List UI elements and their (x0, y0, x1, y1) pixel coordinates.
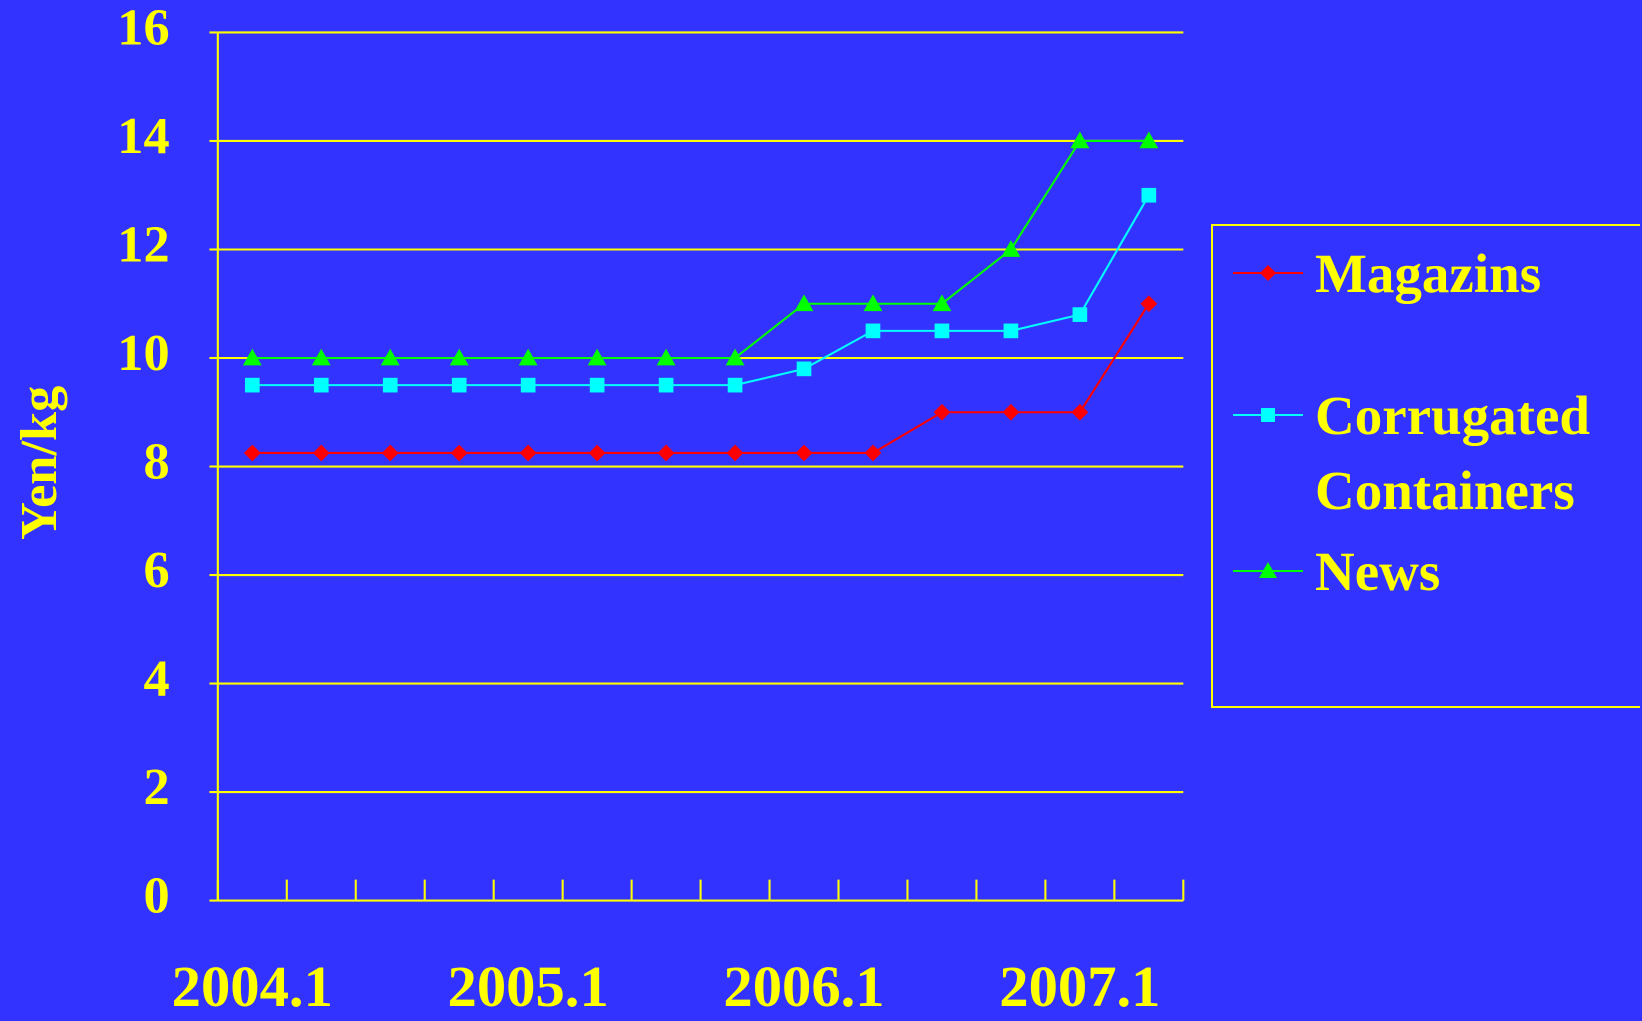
data-point (313, 377, 329, 393)
data-point (865, 323, 881, 339)
series-line (252, 303, 1150, 455)
data-point (1003, 323, 1019, 339)
data-point (312, 444, 330, 462)
data-point (794, 294, 814, 312)
series-line (252, 194, 1150, 387)
data-point (451, 377, 467, 393)
data-point (588, 444, 606, 462)
y-tick-label: 0 (143, 867, 169, 925)
data-point (1001, 240, 1021, 257)
data-point (382, 377, 398, 393)
y-tick-label: 12 (117, 216, 169, 274)
data-point (933, 403, 951, 421)
data-point (1072, 307, 1088, 322)
data-point (796, 361, 812, 377)
legend-label: Corrugated Containers (1315, 385, 1590, 521)
legend-marker (1260, 265, 1276, 281)
data-point (725, 348, 745, 366)
legend-label: Magazins (1315, 243, 1542, 304)
y-tick-label: 16 (117, 0, 169, 56)
y-tick-label: 14 (117, 107, 169, 165)
legend-swatch (1233, 562, 1303, 578)
y-tick-label: 10 (117, 324, 169, 382)
legend-entry: Magazins (1231, 236, 1635, 311)
legend-swatch (1233, 408, 1303, 422)
data-point (657, 444, 675, 462)
data-point (1002, 403, 1020, 421)
x-tick-label: 2004.1 (172, 954, 333, 1019)
legend-marker (1261, 408, 1275, 422)
data-point (449, 348, 469, 366)
data-point (795, 444, 813, 462)
data-point (726, 444, 744, 462)
data-point (244, 377, 260, 393)
x-tick-label: 2007.1 (999, 954, 1160, 1019)
data-point (381, 444, 399, 462)
data-point (1141, 187, 1157, 203)
data-point (587, 348, 607, 366)
legend-swatch (1233, 265, 1303, 281)
data-point (727, 377, 743, 393)
data-point (1139, 131, 1159, 149)
x-tick-label: 2005.1 (448, 954, 609, 1019)
data-point (519, 444, 537, 462)
data-point (864, 444, 882, 462)
legend: Magazins Corrugated Containers News (1211, 224, 1640, 708)
legend-entry: News (1231, 534, 1635, 609)
y-axis-label: Yen/kg (10, 386, 68, 540)
data-point (450, 444, 468, 462)
legend-entry: Corrugated Containers (1231, 378, 1635, 528)
data-point (518, 348, 538, 366)
data-point (589, 377, 605, 393)
data-point (380, 348, 400, 366)
data-point (934, 323, 950, 339)
data-point (932, 294, 952, 312)
legend-label: News (1315, 541, 1441, 602)
data-point (658, 377, 674, 393)
data-point (243, 444, 261, 462)
data-point (656, 348, 676, 366)
series-line (252, 139, 1149, 360)
y-tick-label: 6 (143, 541, 169, 599)
y-tick-label: 8 (143, 433, 169, 491)
data-point (311, 348, 331, 366)
data-point (1071, 403, 1089, 421)
y-tick-label: 2 (143, 758, 169, 816)
x-tick-label: 2006.1 (723, 954, 884, 1019)
data-point (1140, 295, 1158, 313)
legend-marker (1259, 562, 1277, 578)
data-point (242, 348, 262, 366)
data-point (1070, 131, 1090, 149)
data-point (863, 294, 883, 312)
data-point (520, 377, 536, 393)
y-tick-label: 4 (143, 650, 169, 708)
